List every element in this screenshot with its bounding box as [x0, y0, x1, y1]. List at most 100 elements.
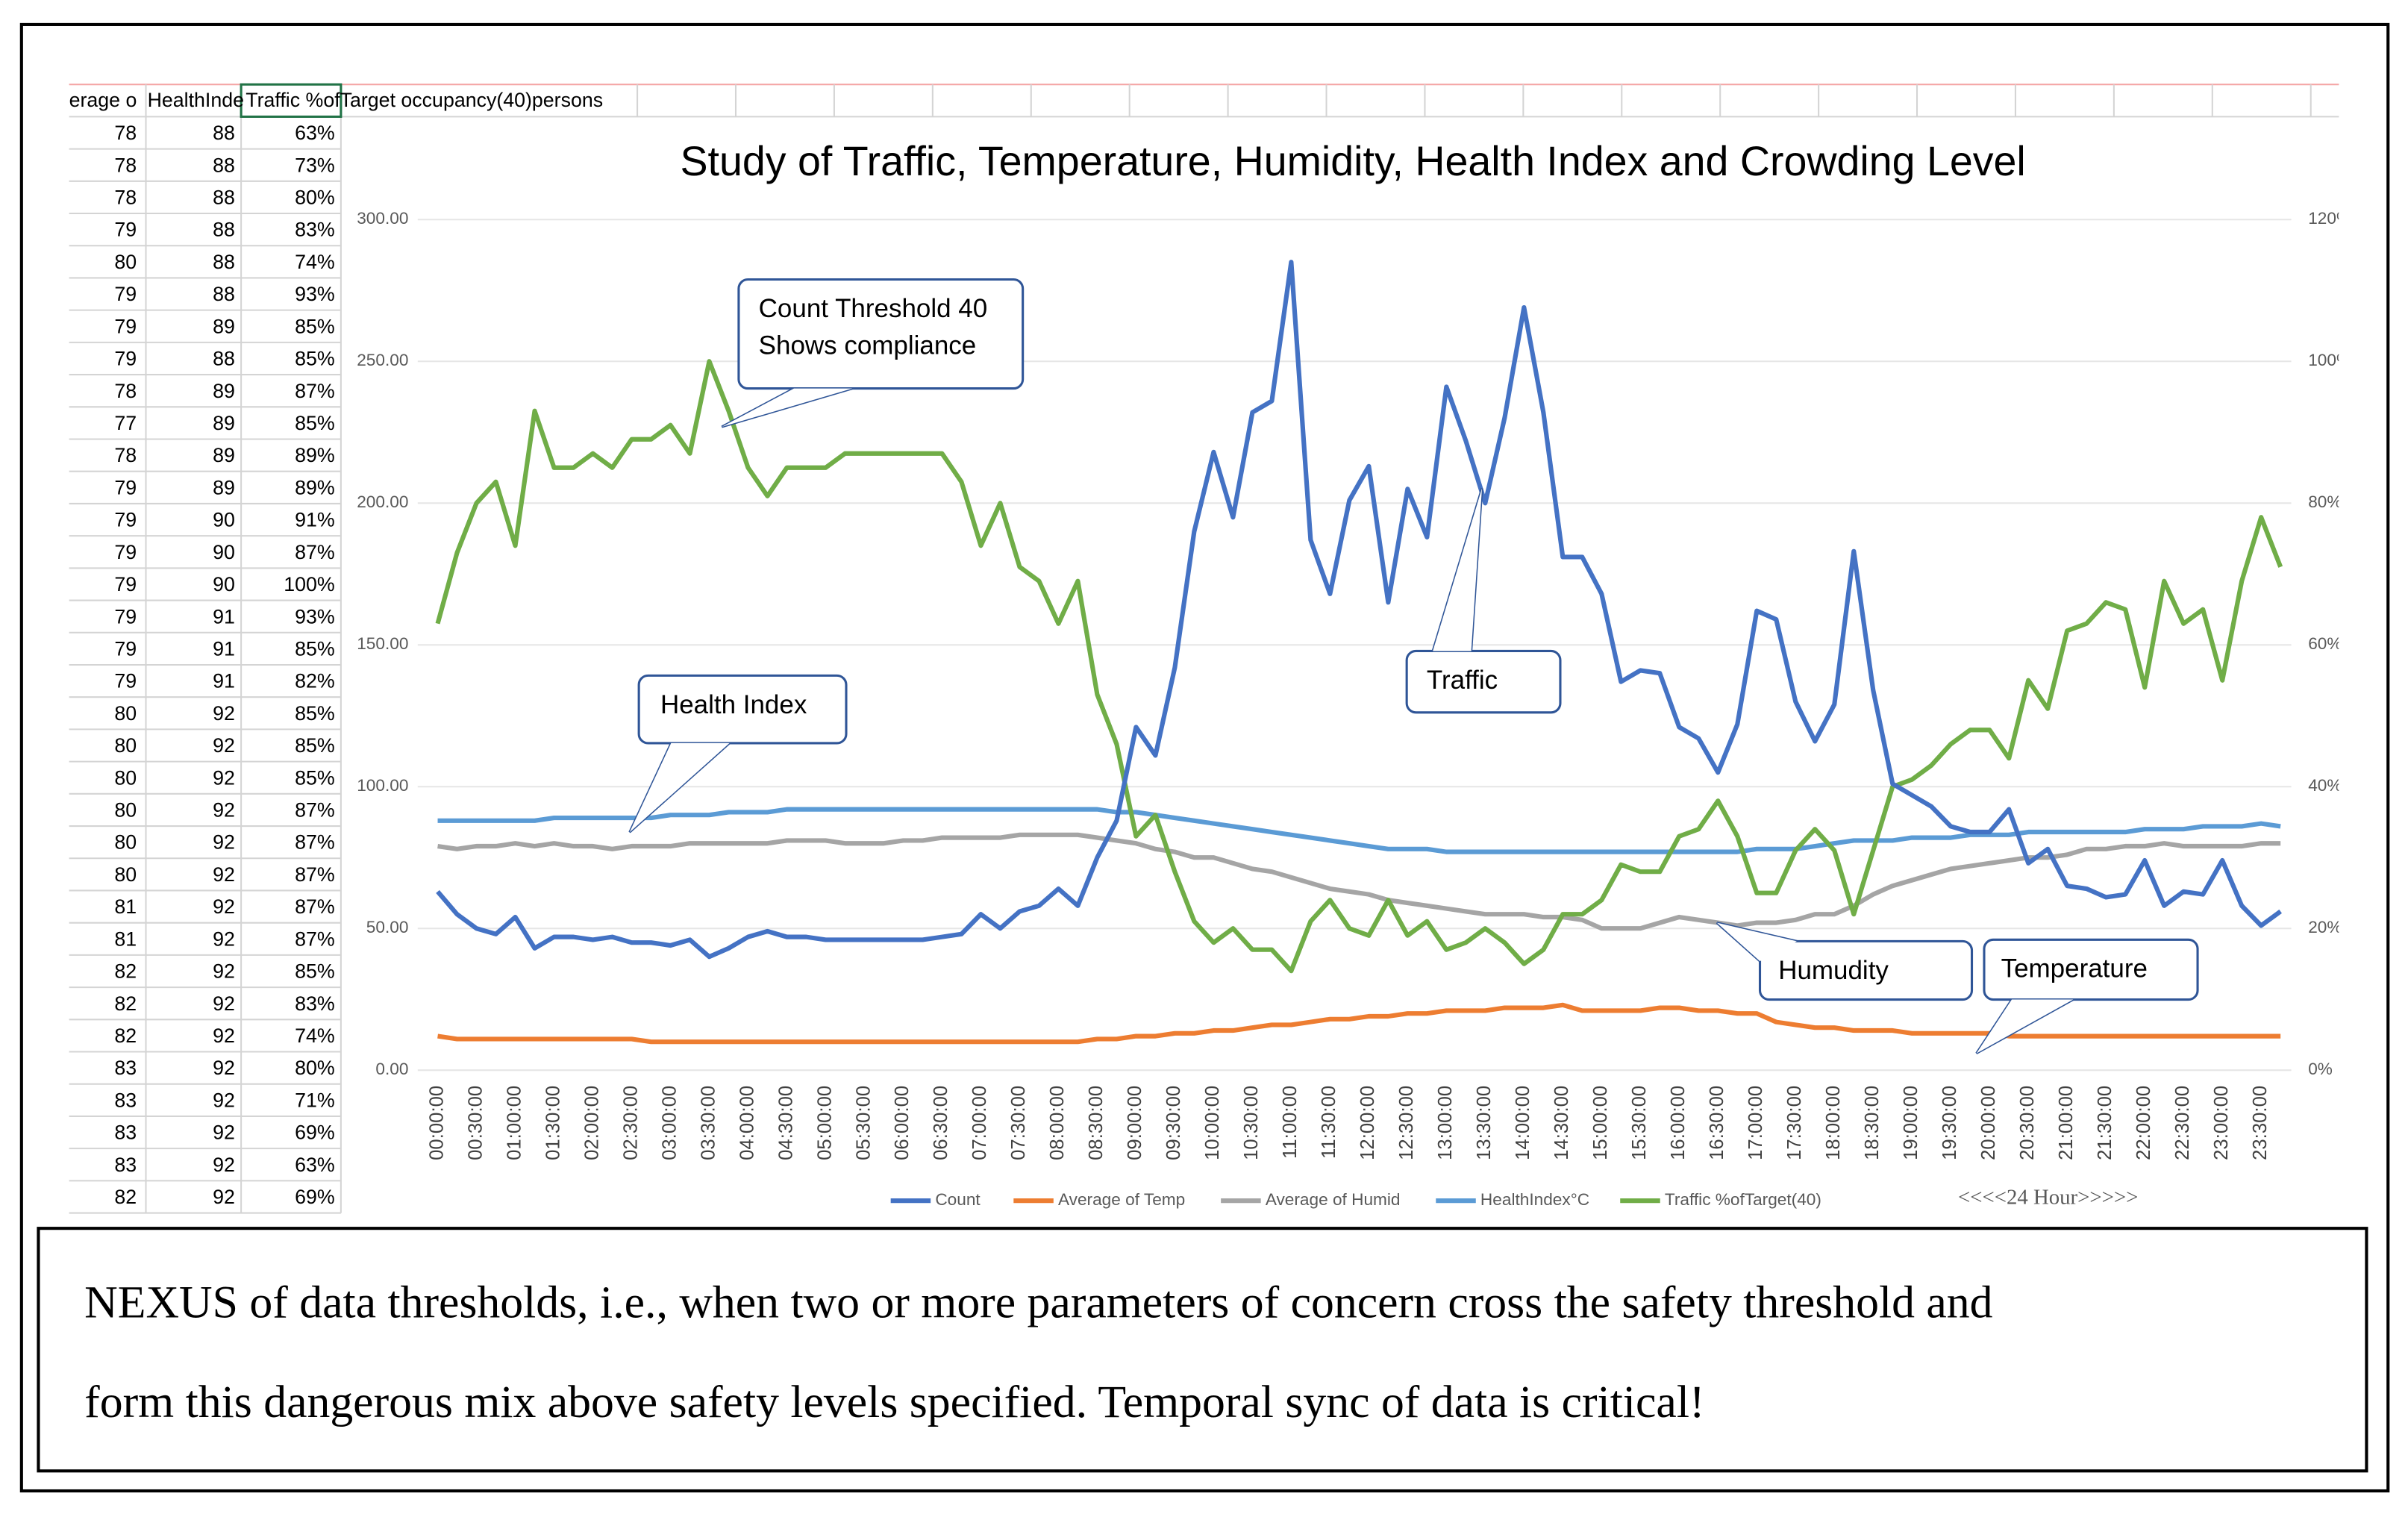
x-tick-label: 09:00:00 — [1125, 1086, 1145, 1160]
x-tick-label: 14:30:00 — [1551, 1086, 1572, 1160]
sheet-cell: 79 — [114, 283, 137, 305]
x-tick-label: 18:00:00 — [1823, 1086, 1844, 1160]
sheet-cell: 92 — [213, 1089, 235, 1111]
x-tick-label: 16:30:00 — [1707, 1086, 1727, 1160]
sheet-cell: 80 — [114, 863, 137, 886]
sheet-cell: 89 — [213, 315, 235, 337]
sheet-cell: 80% — [295, 187, 335, 209]
x-tick-label: 10:30:00 — [1241, 1086, 1262, 1160]
chart-title: Study of Traffic, Temperature, Humidity,… — [680, 138, 2025, 184]
sheet-cell: 83% — [295, 992, 335, 1015]
sheet-cell: 89% — [295, 444, 335, 466]
sheet-cell: 79 — [114, 605, 137, 628]
legend-label: Traffic %ofTarget(40) — [1665, 1190, 1821, 1209]
series-line — [437, 807, 2281, 854]
legend-label: HealthIndex°C — [1480, 1190, 1589, 1209]
sheet-cell: 82 — [114, 960, 137, 983]
spreadsheet: erage o HealthInde Traffic %ofTarget occup… — [69, 83, 2339, 1214]
y-tick-label: 250.00 — [357, 351, 408, 369]
y-tick-label: 0.00 — [375, 1060, 408, 1078]
sheet-cell: 92 — [213, 799, 235, 822]
sheet-cell: 92 — [213, 1154, 235, 1176]
callout-text: Count Threshold 40 — [759, 294, 988, 323]
y-tick-label: 50.00 — [366, 918, 409, 936]
x-tick-label: 12:30:00 — [1396, 1086, 1417, 1160]
x-tick-label: 07:00:00 — [969, 1086, 990, 1160]
x-axis-label: <<<<24 Hour>>>>> — [1958, 1186, 2138, 1210]
sheet-cell: 81 — [114, 895, 137, 918]
sheet-cell: 77 — [114, 412, 137, 434]
x-tick-label: 11:30:00 — [1319, 1086, 1339, 1159]
sheet-cell: 92 — [213, 1186, 235, 1208]
sheet-cell: 87% — [295, 380, 335, 402]
callout-text: Humudity — [1778, 956, 1889, 985]
sheet-cell: 79 — [114, 509, 137, 531]
sheet-cell: 93% — [295, 605, 335, 628]
x-tick-label: 03:30:00 — [698, 1086, 719, 1160]
x-tick-label: 18:30:00 — [1862, 1086, 1883, 1160]
sheet-cell: 89% — [295, 476, 335, 498]
x-tick-label: 06:30:00 — [931, 1086, 951, 1160]
sheet-cell: 78 — [114, 122, 137, 144]
series-line — [435, 359, 2283, 974]
sheet-cell: 63% — [295, 122, 335, 144]
callout-text: Shows compliance — [759, 331, 977, 360]
sheet-header-cell: HealthInde — [148, 89, 244, 111]
callout-join — [629, 742, 730, 833]
y2-tick-label: 80% — [2308, 492, 2342, 511]
sheet-cell: 85% — [295, 766, 335, 789]
x-tick-label: 23:00:00 — [2211, 1086, 2232, 1160]
sheet-cell: 78 — [114, 187, 137, 209]
sheet-cell: 85% — [295, 348, 335, 370]
series-line — [437, 1002, 2281, 1045]
sheet-cell: 79 — [114, 637, 137, 660]
sheet-cell: 82 — [114, 992, 137, 1015]
chart: Study of Traffic, Temperature, Humidity,… — [357, 138, 2351, 1210]
sheet-cell: 92 — [213, 766, 235, 789]
sheet-cell: 90 — [213, 509, 235, 531]
sheet-cell: 85% — [295, 315, 335, 337]
y-tick-label: 150.00 — [357, 634, 408, 653]
chart-area — [345, 118, 2339, 1221]
sheet-cell: 85% — [295, 734, 335, 757]
sheet-cell: 92 — [213, 992, 235, 1015]
x-tick-label: 08:00:00 — [1047, 1086, 1068, 1160]
sheet-cell: 92 — [213, 1025, 235, 1047]
y2-tick-label: 120% — [2308, 209, 2351, 228]
sheet-cell: 79 — [114, 348, 137, 370]
sheet-cell: 79 — [114, 219, 137, 241]
sheet-cell: 88 — [213, 348, 235, 370]
legend-label: Average of Temp — [1058, 1190, 1185, 1209]
sheet-cell: 85% — [295, 637, 335, 660]
x-tick-label: 11:00:00 — [1280, 1086, 1301, 1159]
x-tick-label: 20:00:00 — [1978, 1086, 1999, 1160]
x-tick-label: 22:30:00 — [2172, 1086, 2193, 1160]
sheet-cell: 71% — [295, 1089, 335, 1111]
sheet-cell: 83% — [295, 219, 335, 241]
sheet-cell: 92 — [213, 895, 235, 918]
x-tick-label: 01:30:00 — [542, 1086, 563, 1160]
y2-tick-label: 60% — [2308, 634, 2342, 653]
x-tick-label: 14:00:00 — [1513, 1086, 1533, 1160]
sheet-cell: 69% — [295, 1186, 335, 1208]
sheet-cell: 91 — [213, 637, 235, 660]
sheet-cell: 89 — [213, 444, 235, 466]
sheet-cell: 85% — [295, 412, 335, 434]
callout-box — [737, 278, 1025, 390]
sheet-header-cell: Traffic %ofTarget occupancy(40)persons — [246, 89, 603, 111]
x-tick-label: 06:00:00 — [892, 1086, 913, 1160]
x-tick-label: 17:30:00 — [1784, 1086, 1805, 1160]
x-tick-label: 21:30:00 — [2095, 1086, 2115, 1160]
sheet-cell: 91% — [295, 509, 335, 531]
sheet-cell: 80 — [114, 251, 137, 273]
x-tick-label: 07:30:00 — [1008, 1086, 1029, 1160]
sheet-cell: 81 — [114, 928, 137, 950]
sheet-cell: 88 — [213, 122, 235, 144]
sheet-cell: 90 — [213, 573, 235, 595]
sheet-cell: 83 — [114, 1122, 137, 1144]
x-tick-label: 02:00:00 — [581, 1086, 602, 1160]
sheet-cell: 85% — [295, 702, 335, 725]
sheet-cell: 88 — [213, 251, 235, 273]
sheet-cell: 80 — [114, 766, 137, 789]
sheet-cell: 88 — [213, 187, 235, 209]
